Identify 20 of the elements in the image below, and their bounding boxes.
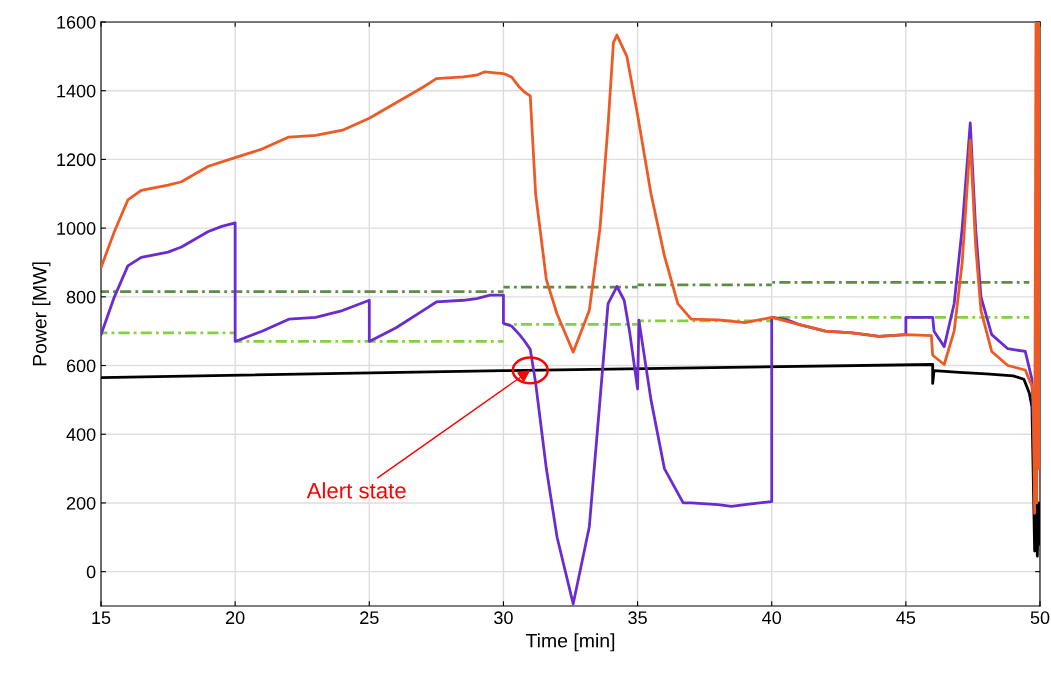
annotation: Alert state <box>306 482 406 499</box>
y-axis-title: Power [MW] <box>32 262 51 366</box>
x-tick-label: 20 <box>226 611 245 625</box>
y-tick-label: 1200 <box>57 153 96 167</box>
y-tick-label: 1600 <box>57 15 96 29</box>
y-tick-label: 800 <box>66 290 96 304</box>
x-tick-label: 40 <box>762 611 782 625</box>
x-tick-label: 25 <box>360 611 379 625</box>
y-tick-label: 400 <box>66 428 96 441</box>
x-tick-label: 45 <box>896 611 916 625</box>
y-tick-label: 1400 <box>57 84 96 98</box>
x-tick-label: 35 <box>628 611 647 625</box>
y-tick-label: 0 <box>86 565 96 579</box>
x-tick-label: 15 <box>92 611 111 625</box>
y-tick-label: 200 <box>66 496 96 510</box>
y-tick-label: 1000 <box>57 222 96 235</box>
y-tick-label: 600 <box>66 359 96 373</box>
x-tick-label: 30 <box>494 611 513 625</box>
x-axis-title: Time [min] <box>525 633 615 652</box>
x-tick-label: 50 <box>1030 611 1050 625</box>
